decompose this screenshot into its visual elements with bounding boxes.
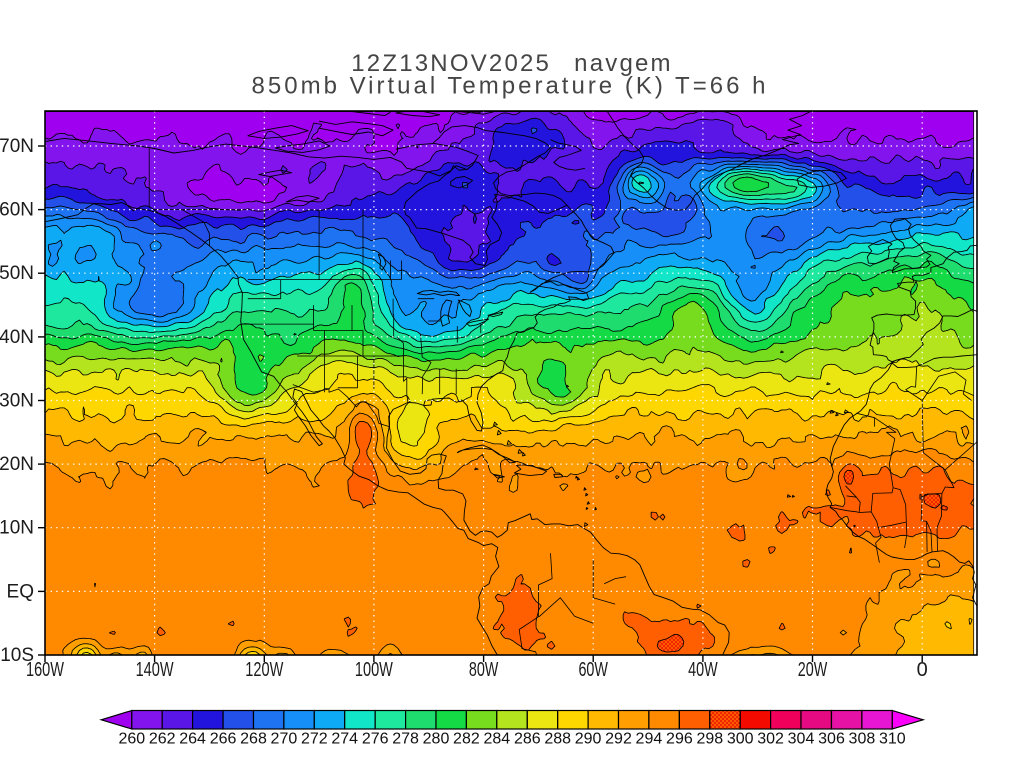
svg-text:266: 266 <box>210 731 237 748</box>
svg-text:300: 300 <box>727 731 754 748</box>
svg-text:280: 280 <box>423 731 450 748</box>
svg-text:20W: 20W <box>798 659 828 681</box>
svg-text:50N: 50N <box>0 263 34 284</box>
svg-text:260: 260 <box>118 731 145 748</box>
svg-text:286: 286 <box>514 731 541 748</box>
svg-text:298: 298 <box>696 731 723 748</box>
svg-text:282: 282 <box>453 731 480 748</box>
svg-text:290: 290 <box>575 731 602 748</box>
svg-text:294: 294 <box>636 731 663 748</box>
svg-text:296: 296 <box>666 731 693 748</box>
svg-text:310: 310 <box>879 731 906 748</box>
svg-text:10S: 10S <box>0 645 34 666</box>
svg-text:302: 302 <box>757 731 784 748</box>
svg-text:270: 270 <box>271 731 298 748</box>
svg-text:80W: 80W <box>469 659 499 681</box>
svg-text:272: 272 <box>301 731 328 748</box>
svg-text:292: 292 <box>605 731 632 748</box>
svg-text:0: 0 <box>917 659 928 681</box>
svg-text:40N: 40N <box>0 327 34 348</box>
svg-text:160W: 160W <box>26 659 64 681</box>
svg-text:30N: 30N <box>0 391 34 412</box>
svg-text:278: 278 <box>392 731 419 748</box>
svg-text:60W: 60W <box>578 659 608 681</box>
svg-text:40W: 40W <box>688 659 718 681</box>
svg-text:120W: 120W <box>245 659 283 681</box>
svg-text:308: 308 <box>849 731 876 748</box>
svg-text:100W: 100W <box>355 659 393 681</box>
svg-text:306: 306 <box>818 731 845 748</box>
svg-text:284: 284 <box>483 731 510 748</box>
svg-text:10N: 10N <box>0 518 34 539</box>
svg-text:304: 304 <box>788 731 815 748</box>
svg-text:288: 288 <box>544 731 571 748</box>
svg-text:20N: 20N <box>0 454 34 475</box>
svg-text:60N: 60N <box>0 200 34 221</box>
svg-text:264: 264 <box>179 731 206 748</box>
svg-text:268: 268 <box>240 731 267 748</box>
svg-text:12Z13NOV2025 navgem: 12Z13NOV2025 navgem <box>351 50 673 77</box>
svg-text:850mb Virtual Temperature (K): 850mb Virtual Temperature (K) T=66 h <box>252 73 769 100</box>
svg-text:276: 276 <box>362 731 389 748</box>
svg-text:70N: 70N <box>0 136 34 157</box>
svg-text:140W: 140W <box>136 659 174 681</box>
svg-text:EQ: EQ <box>7 581 34 602</box>
svg-text:262: 262 <box>149 731 176 748</box>
svg-text:274: 274 <box>331 731 358 748</box>
